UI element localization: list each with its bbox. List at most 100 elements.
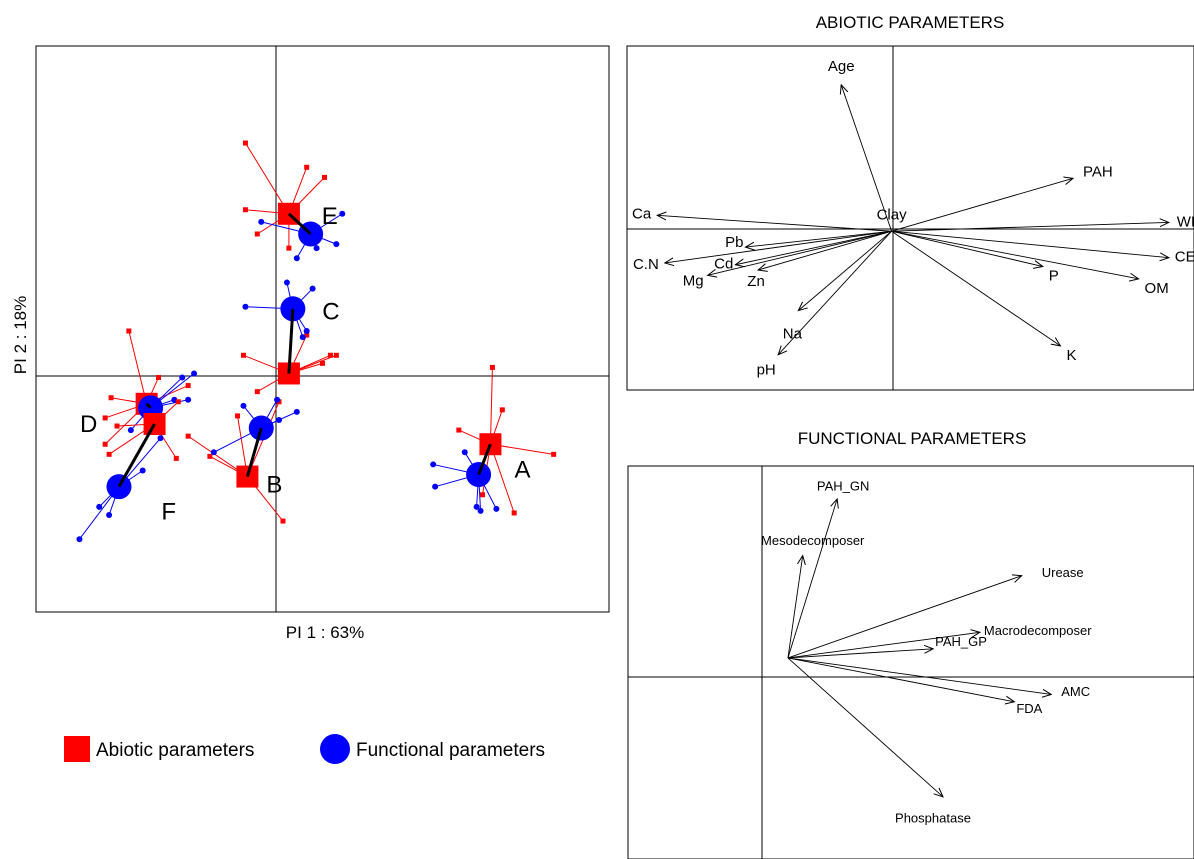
abiotic-point-C-1 bbox=[304, 332, 310, 338]
abiotic-plot-frame bbox=[626, 45, 1194, 391]
abiotic-arrow-c-n bbox=[665, 230, 892, 263]
functional-point-C-2 bbox=[303, 328, 310, 335]
abiotic-arrow-p bbox=[891, 230, 1043, 266]
functional-point-E-1 bbox=[339, 210, 346, 217]
centroid-link-layer bbox=[117, 212, 492, 488]
abiotic-arrow-cec bbox=[891, 230, 1169, 257]
functional-arrow-phosphatase bbox=[787, 657, 943, 797]
abiotic-label-whc: WHC bbox=[1177, 213, 1194, 230]
abiotic-label-pah: PAH bbox=[1083, 163, 1113, 180]
functional-plot: FUNCTIONAL PARAMETERS PAH_GN Mesodecompos… bbox=[627, 429, 1194, 859]
main-plot: A B C D E F PI 1 : 63% PI 2 : 18% bbox=[11, 45, 610, 642]
abiotic-point-F-3 bbox=[114, 423, 120, 429]
functional-point-D-1 bbox=[185, 396, 192, 403]
abiotic-label-c-n: C.N bbox=[633, 256, 659, 273]
abiotic-label-ph: pH bbox=[757, 362, 776, 379]
abiotic-arrow-om bbox=[891, 230, 1139, 279]
centroid-link-E bbox=[287, 212, 312, 236]
functional-point-F-0 bbox=[76, 536, 83, 543]
abiotic-point-A-0 bbox=[489, 364, 495, 370]
abiotic-spoke-E-0 bbox=[245, 142, 290, 215]
functional-point-E-2 bbox=[333, 241, 340, 248]
functional-point-B-2 bbox=[293, 408, 300, 415]
functional-arrow-mesodecomposer bbox=[787, 556, 803, 658]
abiotic-plot: ABIOTIC PARAMETERS Age PAH Clay Ca WHC C.N Pb C… bbox=[626, 13, 1194, 391]
centroid-link-D bbox=[145, 402, 152, 409]
functional-point-F-2 bbox=[106, 511, 113, 518]
functional-arrow-pah-gp bbox=[787, 649, 933, 659]
functional-point-A-0 bbox=[430, 461, 437, 468]
abiotic-point-A-5 bbox=[499, 407, 505, 413]
abiotic-label-p: P bbox=[1049, 267, 1059, 284]
abiotic-label-age: Age bbox=[828, 58, 855, 75]
legend-abiotic-marker bbox=[64, 736, 90, 762]
main-plot-marks: A B C D E F bbox=[76, 140, 557, 543]
group-label-B: B bbox=[266, 472, 282, 499]
abiotic-point-D-2 bbox=[102, 441, 108, 447]
centroid-link-F bbox=[117, 423, 156, 488]
abiotic-spoke-D-0 bbox=[128, 330, 148, 404]
abiotic-plot-arrows: Age PAH Clay Ca WHC C.N Pb Cd Mg Zn CEC P OM Na pH K bbox=[632, 58, 1194, 379]
centroid-link-B bbox=[245, 427, 263, 477]
abiotic-point-E-5 bbox=[242, 207, 248, 213]
abiotic-point-B-4 bbox=[185, 433, 191, 439]
functional-point-E-4 bbox=[313, 245, 320, 252]
abiotic-label-na: Na bbox=[783, 326, 803, 343]
legend: Abiotic parameters Functional parameters bbox=[64, 734, 545, 764]
abiotic-point-F-1 bbox=[173, 455, 179, 461]
legend-abiotic-label: Abiotic parameters bbox=[96, 740, 254, 761]
group-label-F: F bbox=[161, 499, 176, 526]
functional-point-C-3 bbox=[309, 285, 316, 292]
functional-plot-frame bbox=[627, 465, 1194, 859]
abiotic-label-clay: Clay bbox=[877, 206, 908, 223]
functional-point-A-1 bbox=[432, 483, 439, 490]
group-label-C: C bbox=[322, 298, 339, 325]
abiotic-label-zn: Zn bbox=[747, 273, 765, 290]
functional-point-A-4 bbox=[493, 505, 500, 512]
abiotic-point-D-3 bbox=[185, 383, 191, 389]
functional-label-urease: Urease bbox=[1042, 565, 1084, 580]
abiotic-point-D-5 bbox=[102, 415, 108, 421]
functional-point-F-3 bbox=[139, 467, 146, 474]
main-plot-xlabel: PI 1 : 63% bbox=[286, 623, 364, 642]
abiotic-point-F-0 bbox=[175, 399, 181, 405]
abiotic-arrow-whc bbox=[891, 222, 1169, 232]
abiotic-point-B-3 bbox=[235, 413, 241, 419]
abiotic-label-cec: CEC bbox=[1175, 249, 1194, 266]
abiotic-point-C-5 bbox=[320, 360, 325, 366]
abiotic-point-B-0 bbox=[207, 453, 213, 459]
functional-arrow-macrodecomposer bbox=[787, 632, 980, 659]
abiotic-arrow-pb bbox=[745, 230, 892, 247]
functional-point-B-3 bbox=[240, 402, 247, 409]
abiotic-arrow-na bbox=[798, 230, 892, 310]
abiotic-label-pb: Pb bbox=[725, 234, 743, 251]
abiotic-point-A-2 bbox=[480, 492, 486, 498]
functional-label-macrodecomposer: Macrodecomposer bbox=[984, 623, 1092, 638]
functional-point-E-3 bbox=[293, 255, 300, 262]
abiotic-point-A-4 bbox=[511, 510, 517, 516]
functional-arrow-fda bbox=[787, 657, 1014, 702]
abiotic-point-A-1 bbox=[551, 451, 557, 457]
centroid-link-C bbox=[287, 308, 295, 374]
abiotic-label-cd: Cd bbox=[714, 256, 733, 273]
functional-point-C-0 bbox=[242, 303, 249, 310]
abiotic-arrow-k bbox=[891, 230, 1061, 346]
functional-arrow-pah-gn bbox=[787, 499, 837, 659]
abiotic-point-E-1 bbox=[304, 164, 310, 170]
abiotic-label-k: K bbox=[1066, 347, 1076, 364]
functional-point-B-1 bbox=[210, 449, 217, 456]
abiotic-arrow-zn bbox=[758, 230, 892, 270]
abiotic-point-D-1 bbox=[108, 395, 114, 401]
group-label-E: E bbox=[322, 203, 338, 230]
abiotic-point-E-0 bbox=[242, 140, 248, 146]
abiotic-point-C-4 bbox=[254, 389, 260, 395]
abiotic-point-C-0 bbox=[240, 352, 246, 358]
abiotic-point-D-0 bbox=[126, 328, 132, 334]
functional-label-pah-gn: PAH_GN bbox=[817, 478, 870, 493]
functional-arrow-urease bbox=[787, 576, 1022, 659]
group-label-layer: A B C D E F bbox=[80, 203, 531, 525]
legend-functional-label: Functional parameters bbox=[356, 740, 545, 761]
abiotic-arrow-cd bbox=[735, 230, 892, 265]
functional-label-fda: FDA bbox=[1016, 701, 1042, 716]
